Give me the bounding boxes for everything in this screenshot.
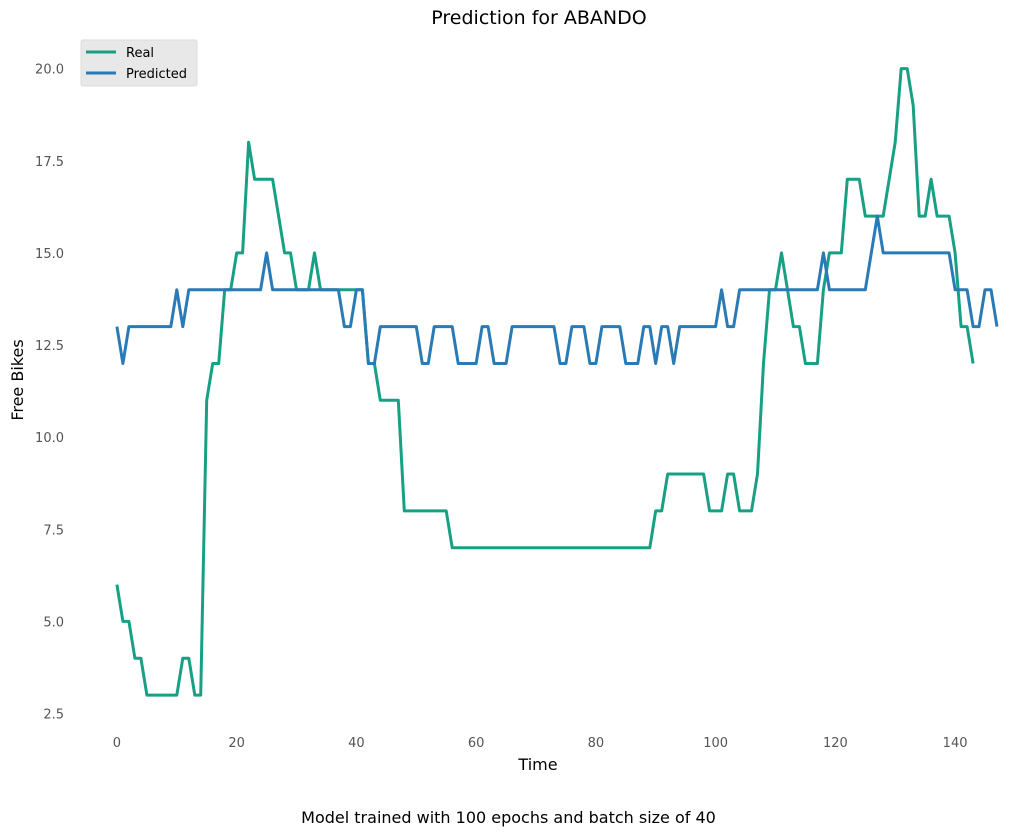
x-tick-label: 20 xyxy=(228,736,245,751)
line-chart: Prediction for ABANDO Time Free Bikes 0 2… xyxy=(8,7,999,774)
x-tick-label: 80 xyxy=(588,736,605,751)
x-tick-label: 60 xyxy=(468,736,485,751)
y-tick-label: 12.5 xyxy=(35,339,64,354)
series-line-predicted xyxy=(115,214,999,365)
y-tick-label: 2.5 xyxy=(43,708,64,723)
x-tick-label: 100 xyxy=(703,736,728,751)
y-tick-label: 15.0 xyxy=(35,247,64,262)
y-tick-label: 7.5 xyxy=(43,523,64,538)
legend-label-real: Real xyxy=(126,46,154,61)
x-tick-label: 140 xyxy=(943,736,968,751)
series-line-real xyxy=(115,67,975,697)
chart-caption: Model trained with 100 epochs and batch … xyxy=(301,808,716,827)
x-axis-label: Time xyxy=(517,755,557,774)
y-tick-label: 5.0 xyxy=(43,615,64,630)
x-tick-label: 120 xyxy=(823,736,848,751)
legend: Real Predicted xyxy=(80,39,198,87)
axis-ticks: 0 20 40 60 80 100 120 140 2.5 5.0 7.5 10.0 12.5 15.0 1… xyxy=(35,63,967,751)
y-tick-label: 17.5 xyxy=(35,155,64,170)
y-axis-label: Free Bikes xyxy=(8,339,27,420)
y-tick-label: 10.0 xyxy=(35,431,64,446)
x-tick-label: 0 xyxy=(113,736,121,751)
chart-title: Prediction for ABANDO xyxy=(431,7,646,29)
y-tick-label: 20.0 xyxy=(35,63,64,78)
x-tick-label: 40 xyxy=(348,736,365,751)
legend-label-predicted: Predicted xyxy=(126,67,187,82)
plot-lines xyxy=(115,67,999,697)
